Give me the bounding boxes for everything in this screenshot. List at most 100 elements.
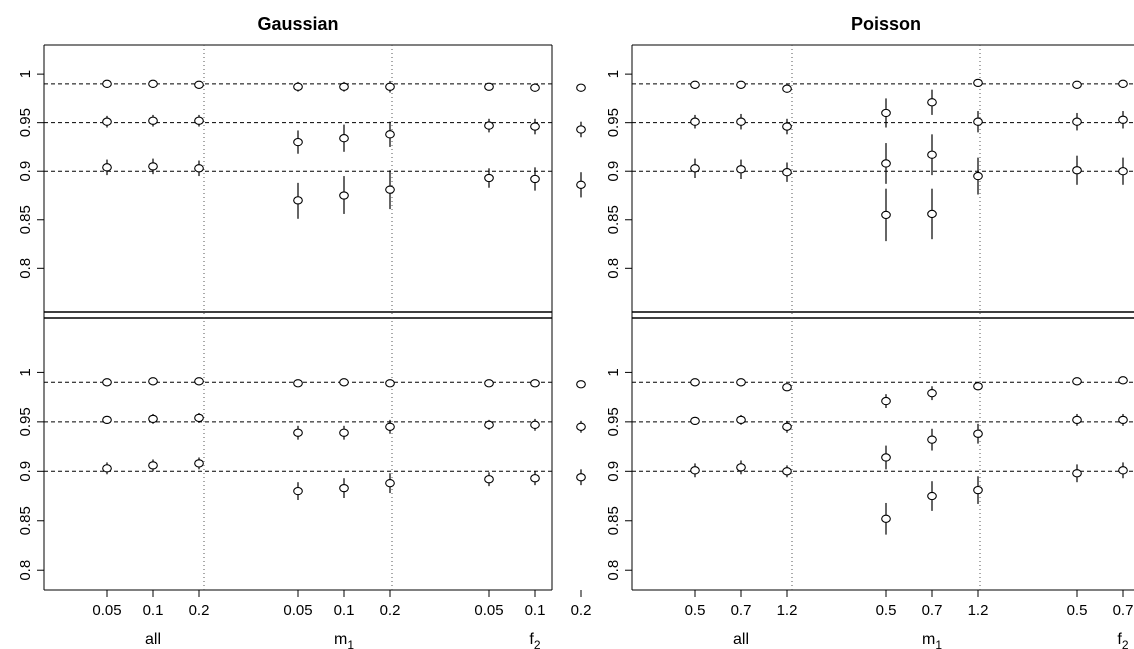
poisson-upper-point-s2-7 [1118, 167, 1128, 176]
gaussian-xtick-label-3: 0.05 [283, 602, 312, 619]
gaussian-xtick-label-7: 0.1 [525, 602, 546, 619]
poisson-upper-point-s2-3 [881, 210, 891, 220]
gaussian-group-label-1: all [145, 631, 161, 648]
gaussian-upper-point-s2-8 [576, 180, 586, 189]
gaussian-upper-point-s1-5 [385, 130, 395, 139]
poisson-lower-point-s1-5 [973, 429, 983, 438]
gaussian-lower-point-s2-3 [293, 486, 303, 496]
gaussian-lower-point-s0-8 [576, 380, 586, 389]
poisson-title: Poisson [851, 14, 921, 34]
gaussian-upper-ytick-label-1: 0.85 [17, 205, 34, 234]
gaussian-xtick-label-2: 0.2 [189, 602, 210, 619]
gaussian-lower-point-s2-5 [385, 479, 395, 488]
gaussian-title: Gaussian [257, 14, 338, 34]
poisson-lower-ytick-label-2: 0.9 [605, 461, 622, 482]
poisson-upper-point-s0-0 [690, 80, 700, 89]
gaussian-lower-point-s0-7 [530, 379, 540, 388]
poisson-lower-ytick-label-1: 0.85 [605, 506, 622, 535]
gaussian-upper-ytick-label-3: 0.95 [17, 108, 34, 137]
poisson-xtick-label-4: 0.7 [922, 602, 943, 619]
gaussian-lower-point-s1-0 [102, 415, 112, 425]
gaussian-upper-point-s2-4 [339, 191, 349, 200]
poisson-upper-ytick-label-4: 1 [605, 70, 622, 78]
poisson-xtick-label-6: 0.5 [1067, 602, 1088, 619]
gaussian-lower-point-s1-5 [385, 422, 395, 431]
poisson-lower-point-s2-3 [881, 514, 891, 523]
gaussian-upper-point-s0-7 [530, 83, 540, 92]
poisson-lower-point-s1-7 [1118, 415, 1128, 425]
poisson-lower-point-s0-3 [881, 396, 891, 406]
poisson-lower-point-s0-4 [927, 389, 937, 398]
gaussian-xtick-label-8: 0.2 [571, 602, 592, 619]
poisson-upper-point-s1-6 [1072, 117, 1082, 126]
poisson-lower-point-s2-2 [782, 467, 792, 476]
gaussian-upper-point-s1-4 [339, 134, 349, 143]
poisson-upper-point-s1-5 [973, 117, 983, 126]
poisson-lower-point-s0-0 [690, 378, 700, 387]
gaussian-xtick-label-1: 0.1 [143, 602, 164, 619]
gaussian-lower-point-s2-8 [576, 473, 586, 482]
gaussian-upper-point-s1-1 [148, 116, 158, 125]
poisson-upper-point-s0-2 [782, 84, 792, 93]
poisson-xtick-label-5: 1.2 [968, 602, 989, 619]
gaussian-lower-point-s0-2 [194, 377, 204, 386]
gaussian-upper-ytick-label-4: 1 [17, 70, 34, 78]
gaussian-upper-point-s0-6 [484, 82, 494, 91]
gaussian-lower-point-s2-2 [194, 459, 204, 468]
poisson-lower-point-s0-1 [736, 378, 746, 387]
gaussian-lower-point-s0-6 [484, 379, 494, 388]
poisson-xtick-label-1: 0.7 [731, 602, 752, 619]
gaussian-upper-point-s1-6 [484, 121, 494, 130]
poisson-upper-point-s1-4 [927, 150, 937, 159]
gaussian-upper-point-s1-8 [576, 125, 586, 134]
poisson-lower-ytick-label-3: 0.95 [605, 407, 622, 436]
poisson-lower-point-s0-5 [973, 382, 983, 391]
gaussian-lower-point-s2-4 [339, 483, 349, 493]
poisson-group-label-2: m1 [922, 631, 942, 649]
gaussian-chart: Gaussian 0.8 0.85 0.9 0.95 1 0.8 0.85 0.9 0.95 1 0… [17, 14, 591, 649]
poisson-upper-point-s1-2 [782, 122, 792, 131]
poisson-upper-point-s0-5 [973, 78, 983, 88]
poisson-lower-point-s1-2 [782, 422, 792, 431]
gaussian-xtick-label-5: 0.2 [380, 602, 401, 619]
poisson-lower-point-s1-3 [881, 453, 891, 462]
gaussian-lower-point-s1-3 [293, 428, 303, 437]
poisson-upper-ytick-label-2: 0.9 [605, 161, 622, 182]
poisson-upper-point-s2-5 [973, 171, 983, 181]
gaussian-upper-point-s0-0 [102, 79, 112, 88]
gaussian-upper-point-s1-3 [293, 137, 303, 147]
gaussian-lower-point-s1-7 [530, 420, 540, 429]
gaussian-lower-ytick-label-2: 0.9 [17, 461, 34, 482]
gaussian-lower-point-s1-1 [148, 414, 158, 424]
gaussian-lower-point-s0-5 [385, 379, 395, 388]
poisson-upper-point-s0-7 [1118, 79, 1128, 88]
poisson-lower-point-s0-2 [782, 383, 792, 392]
gaussian-lower-ytick-label-0: 0.8 [17, 560, 34, 581]
gaussian-upper-point-s2-1 [148, 162, 158, 171]
poisson-upper-point-s1-3 [881, 159, 891, 168]
gaussian-group-label-3: f2 [529, 631, 540, 649]
gaussian-upper-ytick-label-2: 0.9 [17, 161, 34, 182]
gaussian-lower-ytick-label-4: 1 [17, 368, 34, 376]
gaussian-upper-point-s2-3 [293, 196, 303, 205]
poisson-lower-point-s2-5 [973, 485, 983, 495]
gaussian-lower-point-s0-3 [293, 379, 303, 388]
poisson-lower-point-s1-4 [927, 435, 937, 444]
poisson-upper-point-s2-1 [736, 165, 746, 174]
poisson-lower-point-s1-1 [736, 415, 746, 425]
poisson-lower-point-s0-7 [1118, 376, 1128, 385]
gaussian-lower-point-s2-6 [484, 475, 494, 484]
gaussian-lower-point-s1-6 [484, 420, 494, 429]
poisson-lower-point-s2-1 [736, 463, 746, 472]
poisson-upper-point-s2-2 [782, 168, 792, 177]
gaussian-upper-point-s2-5 [385, 185, 395, 194]
gaussian-xtick-label-6: 0.05 [474, 602, 503, 619]
poisson-upper-point-s1-7 [1118, 115, 1128, 124]
gaussian-upper-point-s1-0 [102, 117, 112, 126]
poisson-lower-point-s1-0 [690, 416, 700, 426]
poisson-lower-point-s1-6 [1072, 415, 1082, 425]
gaussian-upper-point-s2-0 [102, 163, 112, 172]
poisson-lower-point-s2-4 [927, 491, 937, 501]
gaussian-upper-ytick-label-0: 0.8 [17, 258, 34, 279]
